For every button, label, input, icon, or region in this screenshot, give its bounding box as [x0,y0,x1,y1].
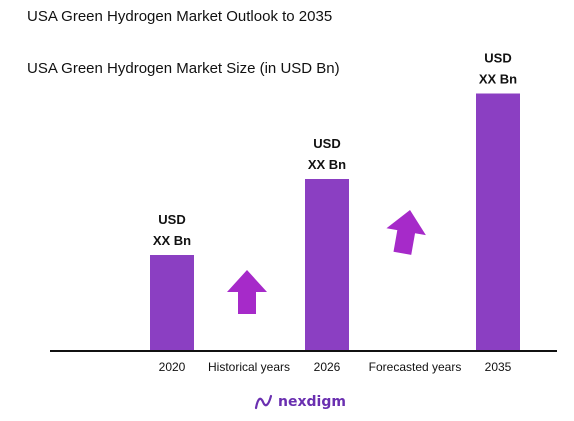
page-title: USA Green Hydrogen Market Outlook to 203… [27,8,333,25]
bar-2026 [305,179,349,350]
x-tick-label-2035: 2035 [485,360,512,374]
nexdigm-logo-icon [254,394,273,410]
period-label-0: Historical years [208,360,290,374]
data-label-2026-1: XX Bn [308,157,346,172]
data-label-2035-1: XX Bn [479,72,517,87]
brand-logo: nexdigm [254,393,346,411]
bar-2020 [150,255,194,350]
x-tick-label-2020: 2020 [159,360,186,374]
brand-name: nexdigm [278,394,346,410]
data-label-2026-0: USD [313,136,340,151]
data-label-2020-0: USD [158,212,185,227]
data-label-2020-1: XX Bn [153,233,191,248]
period-label-1: Forecasted years [369,360,462,374]
data-label-2035-0: USD [484,51,511,66]
chart-title: USA Green Hydrogen Market Size (in USD B… [27,60,340,77]
bar-2035 [476,93,520,350]
growth-arrow-forecast-icon [386,210,426,255]
x-tick-label-2026: 2026 [314,360,341,374]
growth-arrow-historical-icon [227,270,267,314]
